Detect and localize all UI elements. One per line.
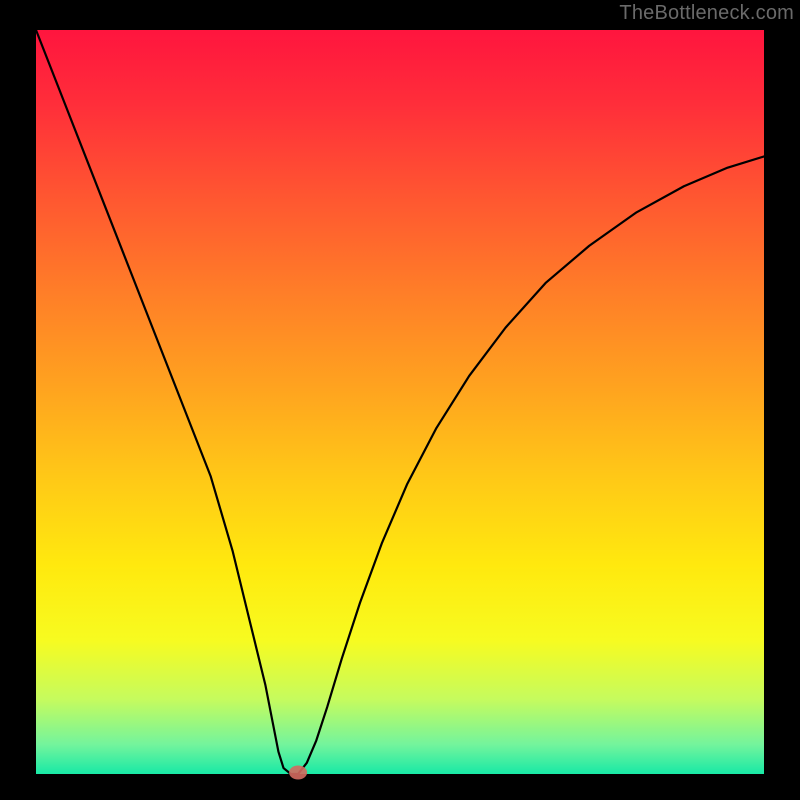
bottleneck-chart xyxy=(0,0,800,800)
watermark-text: TheBottleneck.com xyxy=(619,2,794,25)
chart-plot-background xyxy=(36,30,764,774)
optimal-point-marker xyxy=(289,766,307,780)
